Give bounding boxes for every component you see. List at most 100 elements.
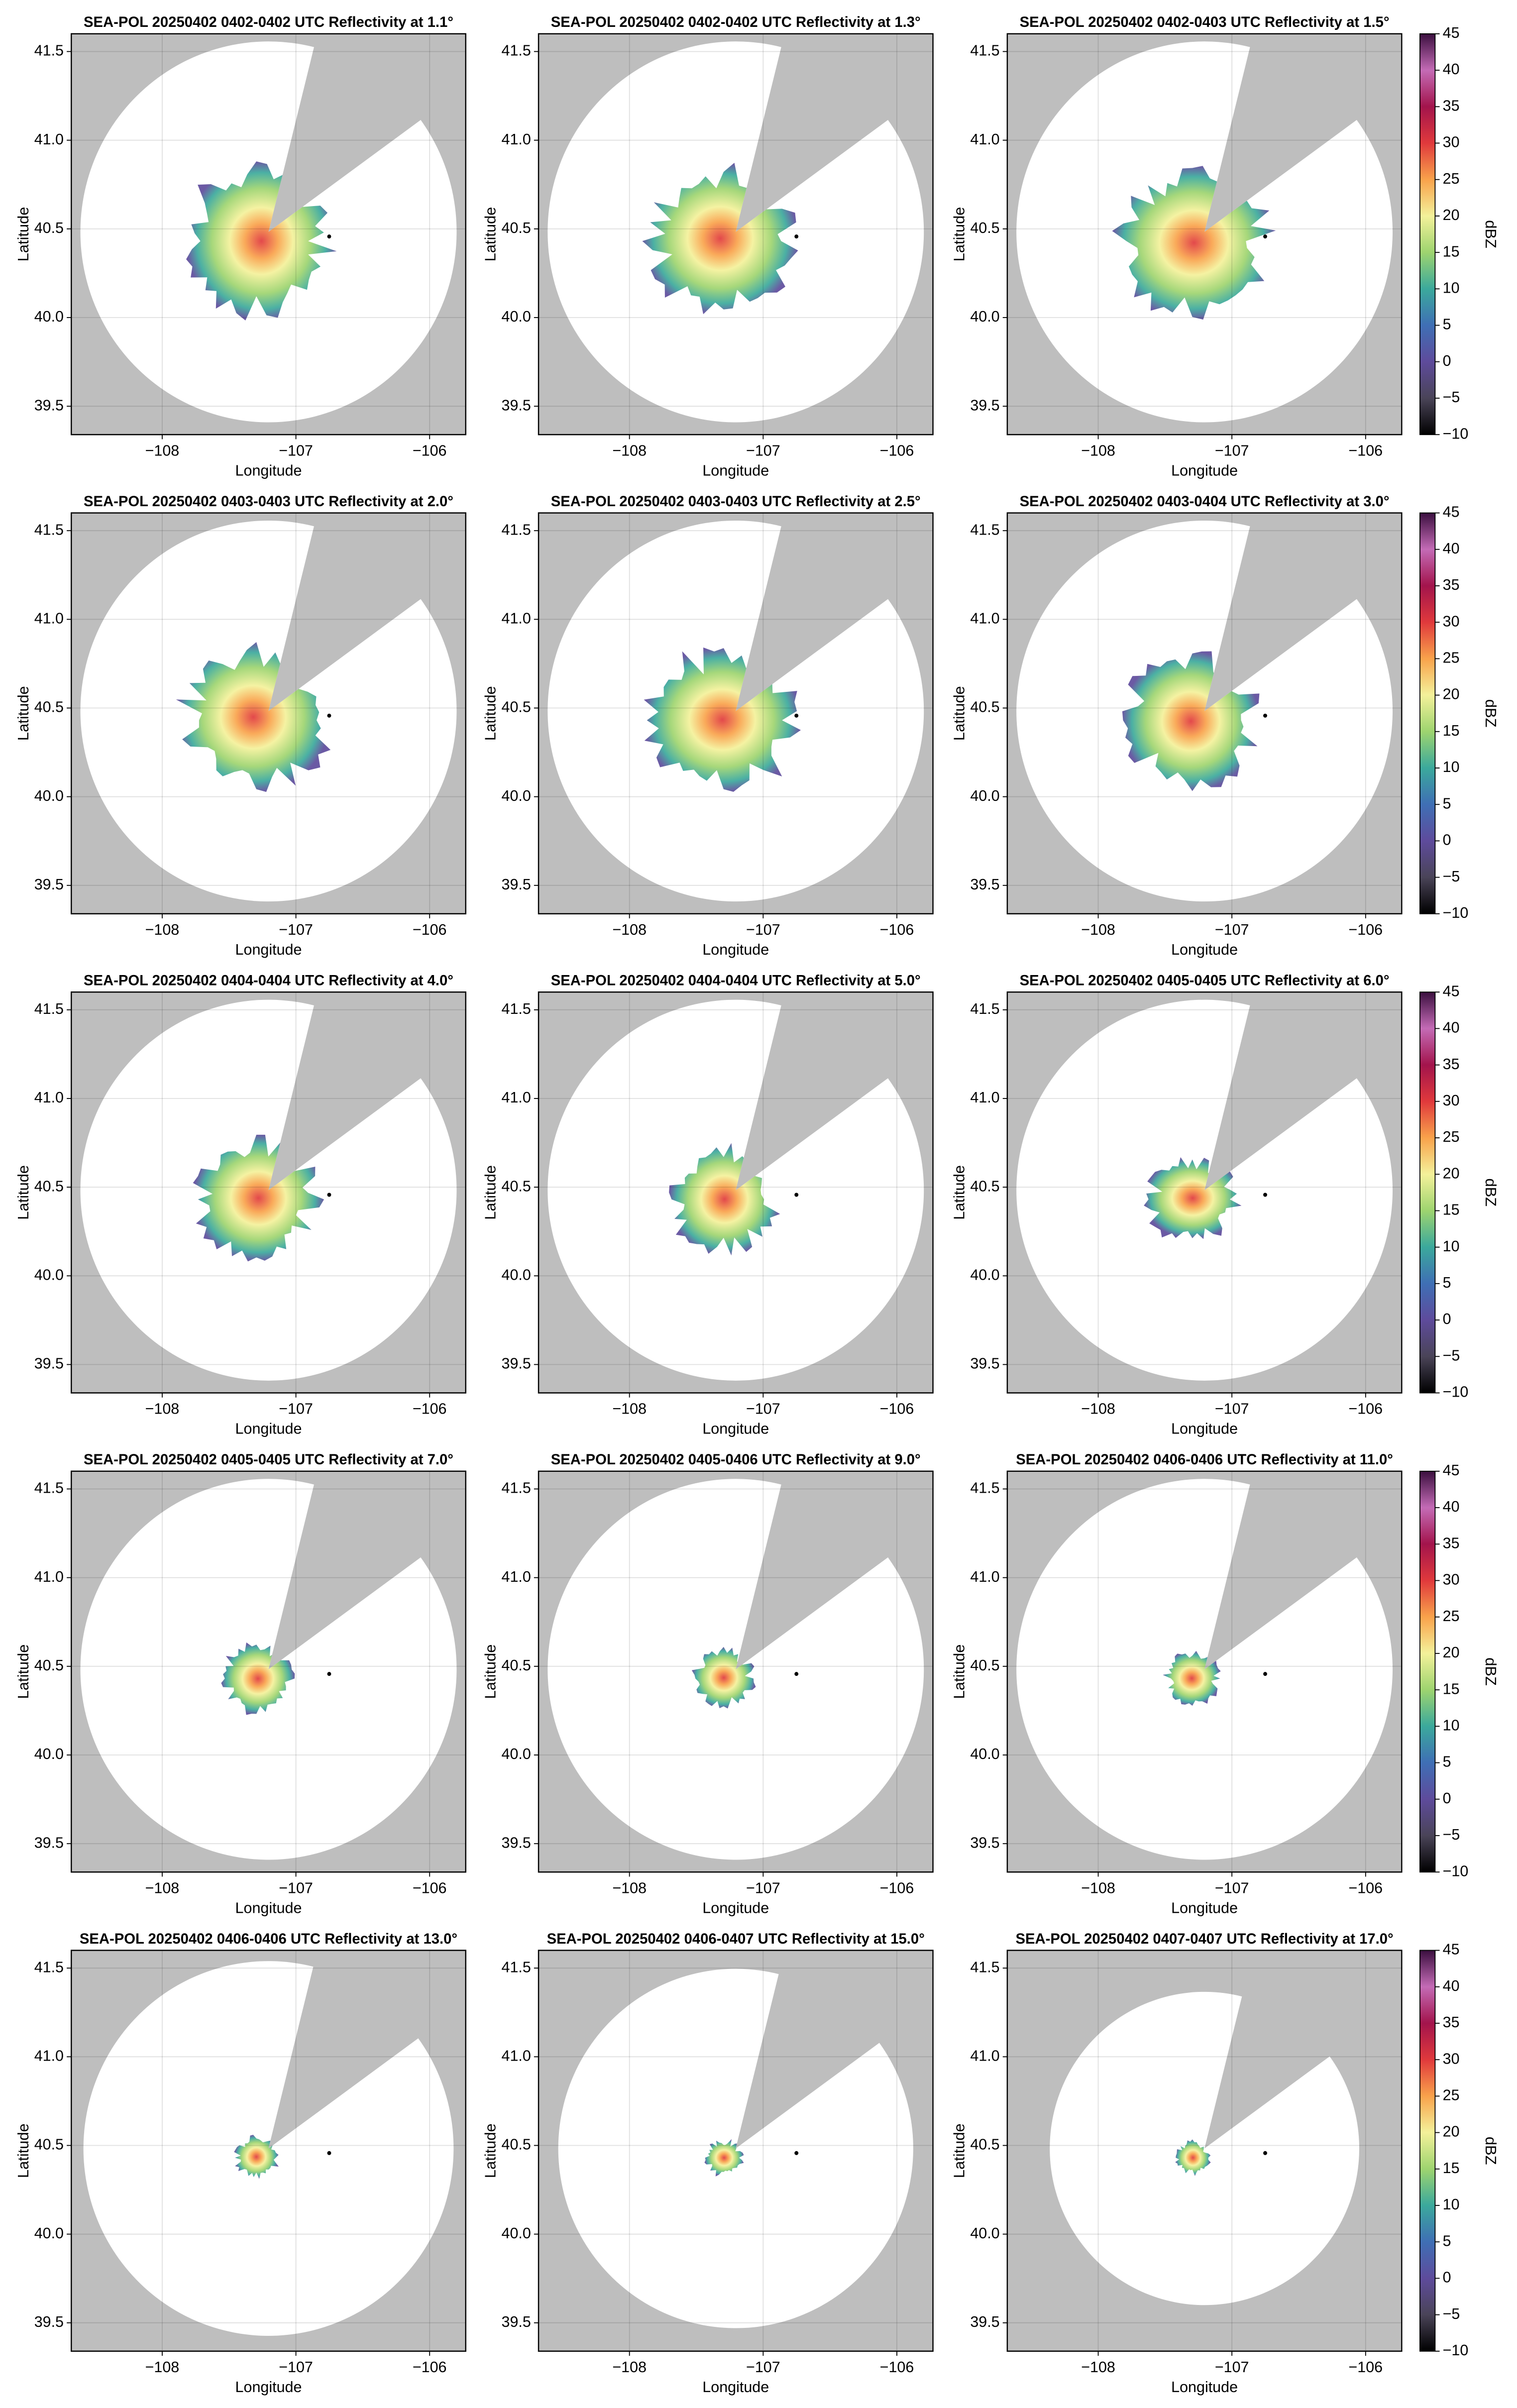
y-tick-label: 39.5 — [501, 1834, 531, 1851]
y-tick-label: 41.0 — [970, 610, 999, 627]
colorbar-tick-label: −10 — [1443, 2342, 1469, 2359]
panel: −108 −107 −106 39.5 40.0 40.5 41.0 41.5 SEA-POL … — [482, 1931, 934, 2396]
site-marker — [327, 234, 331, 239]
y-tick-label: 40.0 — [501, 1266, 531, 1283]
axes-frame — [1006, 1950, 1403, 2352]
axes-frame — [538, 1950, 934, 2352]
y-axis-label: Latitude — [15, 686, 32, 741]
panel-title: SEA-POL 20250402 0404-0404 UTC Reflectiv… — [551, 972, 921, 988]
colorbar-tick-label: −10 — [1443, 1383, 1469, 1400]
x-tick-label: −107 — [1215, 2359, 1249, 2376]
y-tick-label: 39.5 — [501, 1355, 531, 1372]
y-tick-label: 40.5 — [501, 1657, 531, 1674]
colorbar-tick-label: −10 — [1443, 425, 1469, 442]
panel-title: SEA-POL 20250402 0406-0406 UTC Reflectiv… — [80, 1931, 457, 1947]
site-marker — [1263, 713, 1267, 718]
y-tick-label: 39.5 — [970, 2313, 999, 2330]
y-tick-label: 41.5 — [34, 521, 64, 538]
y-tick-label: 41.0 — [34, 1089, 64, 1106]
colorbar-tick-label: 25 — [1443, 1128, 1460, 1145]
y-tick-label: 41.0 — [34, 1568, 64, 1585]
x-tick-label: −108 — [145, 1400, 180, 1417]
panel: −108 −107 −106 39.5 40.0 40.5 41.0 41.5 SEA-POL … — [951, 972, 1499, 1437]
y-tick-label: 40.5 — [970, 219, 999, 236]
x-tick-label: −107 — [279, 442, 313, 459]
y-tick-label: 40.0 — [970, 308, 999, 325]
y-tick-label: 39.5 — [970, 1355, 999, 1372]
x-tick-label: −106 — [1349, 921, 1383, 938]
panel-title: SEA-POL 20250402 0402-0403 UTC Reflectiv… — [1020, 14, 1390, 30]
colorbar-tick-label: 10 — [1443, 759, 1460, 775]
x-tick-label: −106 — [880, 2359, 914, 2376]
y-tick-label: 41.0 — [501, 131, 531, 148]
y-tick-label: 41.0 — [34, 131, 64, 148]
site-marker — [1263, 234, 1267, 239]
y-tick-label: 40.0 — [970, 1746, 999, 1762]
x-tick-label: −106 — [413, 1400, 447, 1417]
x-axis-label: Longitude — [1171, 1421, 1238, 1437]
x-axis-label: Longitude — [702, 1421, 769, 1437]
x-tick-label: −106 — [413, 442, 447, 459]
y-tick-label: 41.5 — [34, 1959, 64, 1975]
x-tick-label: −108 — [1081, 921, 1115, 938]
x-axis-label: Longitude — [702, 2379, 769, 2396]
echo-region — [234, 2135, 279, 2179]
y-tick-label: 41.0 — [501, 1089, 531, 1106]
colorbar-tick-label: −5 — [1443, 868, 1460, 885]
colorbar-tick-label: 20 — [1443, 207, 1460, 223]
panel-title: SEA-POL 20250402 0406-0407 UTC Reflectiv… — [547, 1931, 925, 1947]
colorbar-tick-label: −5 — [1443, 1826, 1460, 1843]
echo-region — [1175, 2139, 1211, 2176]
colorbar-label: dBZ — [1482, 2137, 1499, 2165]
axes-frame — [538, 1470, 934, 1873]
colorbar-tick-label: −5 — [1443, 389, 1460, 406]
x-tick-label: −106 — [880, 921, 914, 938]
y-tick-label: 40.0 — [970, 2225, 999, 2242]
coverage-area — [1050, 1991, 1360, 2305]
y-tick-label: 39.5 — [970, 1834, 999, 1851]
axes-frame — [1006, 33, 1403, 436]
axes-frame — [1006, 512, 1403, 915]
colorbar-tick-label: 20 — [1443, 1165, 1460, 1182]
site-marker — [794, 1193, 799, 1197]
site-marker — [794, 1672, 799, 1676]
colorbar-tick-label: 15 — [1443, 1680, 1460, 1697]
colorbar — [1419, 1470, 1436, 1873]
y-tick-label: 40.0 — [501, 308, 531, 325]
axes-frame — [538, 33, 934, 436]
panel: −108 −107 −106 39.5 40.0 40.5 41.0 41.5 SEA-POL … — [482, 972, 934, 1437]
x-tick-label: −108 — [612, 2359, 647, 2376]
x-tick-label: −106 — [1349, 2359, 1383, 2376]
y-axis-label: Latitude — [15, 1165, 32, 1220]
y-tick-label: 41.5 — [970, 1959, 999, 1975]
axes-frame — [1006, 1470, 1403, 1873]
y-tick-label: 41.0 — [501, 2047, 531, 2064]
y-tick-label: 40.0 — [34, 787, 64, 804]
panel: −108 −107 −106 39.5 40.0 40.5 41.0 41.5 SEA-POL … — [951, 1931, 1499, 2396]
site-marker — [327, 2151, 331, 2155]
colorbar-tick-label: 0 — [1443, 1311, 1451, 1327]
y-tick-label: 40.5 — [970, 1178, 999, 1195]
colorbar-label: dBZ — [1482, 1179, 1499, 1207]
colorbar-tick-label: 5 — [1443, 1274, 1451, 1291]
panel-title: SEA-POL 20250402 0403-0403 UTC Reflectiv… — [84, 493, 453, 510]
y-tick-label: 39.5 — [970, 397, 999, 414]
y-tick-label: 40.5 — [34, 1657, 64, 1674]
panel-title: SEA-POL 20250402 0402-0402 UTC Reflectiv… — [551, 14, 921, 30]
x-axis-label: Longitude — [235, 1899, 302, 1916]
x-tick-label: −107 — [279, 921, 313, 938]
y-tick-label: 41.5 — [501, 521, 531, 538]
y-tick-label: 40.5 — [34, 698, 64, 715]
y-tick-label: 40.5 — [501, 2136, 531, 2153]
y-axis-label: Latitude — [482, 686, 499, 741]
x-tick-label: −106 — [880, 1879, 914, 1896]
y-tick-label: 41.0 — [501, 1568, 531, 1585]
y-tick-label: 39.5 — [501, 876, 531, 893]
x-axis-label: Longitude — [235, 462, 302, 479]
x-tick-label: −108 — [145, 442, 180, 459]
colorbar-tick-label: 30 — [1443, 133, 1460, 150]
axes-frame — [71, 1950, 466, 2352]
colorbar-tick-label: −5 — [1443, 2305, 1460, 2322]
x-tick-label: −107 — [279, 2359, 313, 2376]
